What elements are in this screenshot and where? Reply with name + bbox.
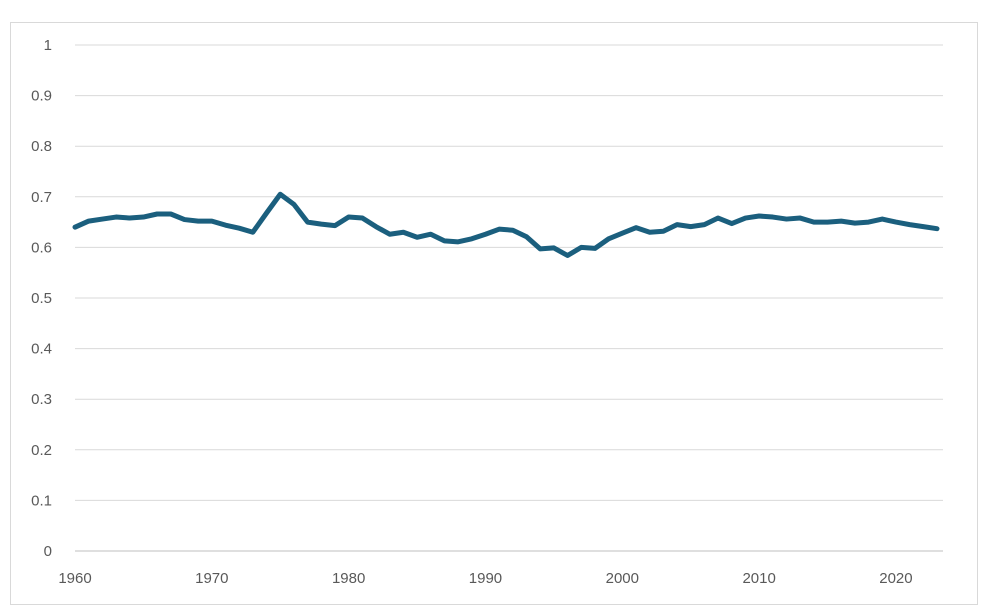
y-tick-label: 1 — [44, 37, 52, 54]
y-tick-label: 0.5 — [31, 290, 52, 307]
y-tick-label: 0.2 — [31, 442, 52, 459]
x-axis-tick-labels: 1960 1970 1980 1990 2000 2010 2020 — [58, 570, 912, 587]
x-tick-label: 1990 — [469, 570, 502, 587]
series-lines — [72, 191, 940, 258]
y-tick-label: 0 — [44, 543, 52, 560]
x-tick-label: 2010 — [742, 570, 775, 587]
y-tick-label: 0.1 — [31, 492, 52, 509]
gridlines — [75, 44, 943, 552]
x-tick-label: 1970 — [195, 570, 228, 587]
y-tick-label: 0.6 — [31, 239, 52, 256]
y-axis-tick-labels: 0 0.1 0.2 0.3 0.4 0.5 0.6 0.7 0.8 0.9 1 — [31, 37, 52, 560]
chart-area — [10, 22, 978, 605]
y-tick-label: 0.9 — [31, 88, 52, 105]
x-tick-label: 1960 — [58, 570, 91, 587]
y-tick-label: 0.3 — [31, 391, 52, 408]
x-tick-label: 1980 — [332, 570, 365, 587]
series-line — [72, 191, 940, 258]
y-tick-label: 0.4 — [31, 341, 52, 358]
y-tick-label: 0.8 — [31, 138, 52, 155]
x-tick-label: 2020 — [879, 570, 912, 587]
y-tick-label: 0.7 — [31, 189, 52, 206]
x-tick-label: 2000 — [606, 570, 639, 587]
